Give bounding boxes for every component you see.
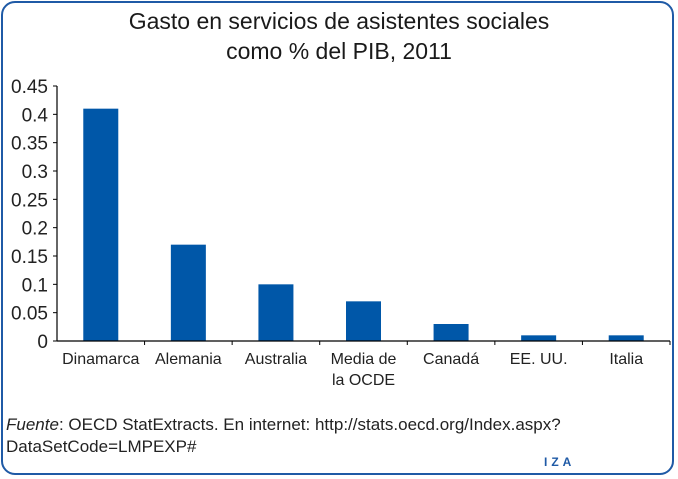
y-tick-label: 0.4 bbox=[22, 105, 49, 126]
source-label: Fuente bbox=[6, 415, 59, 434]
y-tick-label: 0.45 bbox=[11, 77, 48, 98]
source-text: : OECD StatExtracts. En internet: http:/… bbox=[6, 415, 561, 456]
x-tick-label: EE. UU. bbox=[510, 351, 568, 368]
y-tick-label: 0.05 bbox=[11, 304, 48, 325]
x-axis: Dinamarca Alemania Australia Media de la OCD… bbox=[57, 340, 671, 389]
bars bbox=[83, 108, 644, 342]
y-tick-label: 0.25 bbox=[11, 190, 48, 211]
bar bbox=[433, 324, 469, 341]
x-tick-label: Dinamarca bbox=[62, 351, 139, 368]
chart-title-line-2: como % del PIB, 2011 bbox=[226, 38, 452, 64]
bar bbox=[521, 335, 557, 341]
x-tick-label: Italia bbox=[609, 351, 643, 368]
x-tick-label: la OCDE bbox=[332, 372, 395, 389]
y-tick-label: 0.3 bbox=[22, 162, 48, 183]
bar bbox=[346, 301, 381, 341]
y-tick-label: 0.1 bbox=[22, 275, 48, 296]
x-tick-label: Alemania bbox=[155, 351, 222, 368]
x-tick-label: Canadá bbox=[423, 351, 479, 368]
y-tick-label: 0.35 bbox=[11, 134, 48, 155]
y-tick-label: 0 bbox=[37, 332, 48, 353]
y-tick-label: 0.2 bbox=[22, 219, 48, 240]
x-tick-label: Media de bbox=[331, 351, 397, 368]
bar bbox=[83, 108, 119, 342]
x-tick-label: Australia bbox=[245, 351, 307, 368]
bar bbox=[170, 244, 206, 341]
y-axis: 0 0.05 0.1 0.15 0.2 0.25 0.3 0.35 0.4 0.45 bbox=[11, 77, 58, 353]
y-tick-label: 0.15 bbox=[11, 247, 48, 268]
chart-title-line-1: Gasto en servicios de asistentes sociale… bbox=[128, 8, 550, 34]
iza-logo: IZA bbox=[544, 455, 576, 469]
bar bbox=[608, 335, 644, 341]
bar bbox=[258, 284, 294, 341]
source-note: Fuente: OECD StatExtracts. En internet: … bbox=[6, 414, 671, 458]
chart-title: Gasto en servicios de asistentes sociale… bbox=[0, 6, 678, 66]
